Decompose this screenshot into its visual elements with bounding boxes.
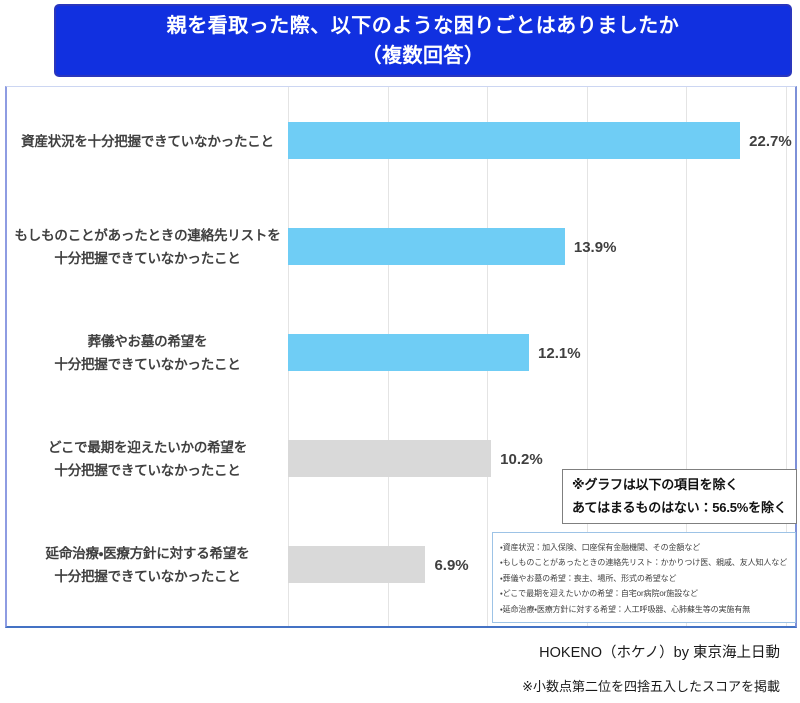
item-definition: ・どこで最期を迎えたいかの希望：自宅or病院or施設など [500, 589, 698, 599]
bar [288, 440, 492, 477]
chart-title-line2: （複数回答） [361, 44, 485, 67]
value-label: 13.9% [573, 238, 617, 256]
gridline [786, 87, 787, 626]
footer-credit: HOKENO（ホケノ）by 東京海上日動 [539, 645, 780, 661]
exclusion-note-line1: ※グラフは以下の項目を除く [572, 477, 739, 492]
bar-row: 葬儀やお墓の希望を 十分把握できていなかったこと 12.1% [7, 300, 795, 406]
item-definition: ・資産状況：加入保険、口座保有金融機関、その金額など [500, 543, 701, 552]
category-label: 延命治療・医療方針に対する希望を 十分把握できていなかったこと [45, 546, 250, 584]
gridline [686, 87, 688, 626]
bar-track: 6.9% [288, 512, 795, 618]
category-label: どこで最期を迎えたいかの希望を 十分把握できていなかったこと [47, 440, 248, 478]
bar-track: 22.7% [288, 88, 795, 194]
bar-row: 資産状況を十分把握できていなかったこと 22.7% [7, 88, 795, 194]
bar [288, 334, 530, 371]
footer: HOKENO（ホケノ）by 東京海上日動 ※小数点第二位を四捨五入したスコアを掲… [522, 641, 780, 695]
footer-score-note: ※小数点第二位を四捨五入したスコアを掲載 [522, 679, 780, 694]
bar [288, 228, 565, 265]
bar-row: 延命治療・医療方針に対する希望を 十分把握できていなかったこと 6.9% [7, 512, 795, 618]
bar-track: 10.2% [288, 406, 795, 512]
value-label: 22.7% [749, 132, 792, 150]
chart-title-line1: 親を看取った際、以下のような困りごとはありましたか [166, 14, 680, 37]
item-definitions-box: ・資産状況：加入保険、口座保有金融機関、その金額など ・もしものことがあったとき… [492, 532, 796, 623]
bar-track: 13.9% [288, 194, 795, 300]
value-label: 10.2% [500, 450, 543, 468]
category-label: 葬儀やお墓の希望を 十分把握できていなかったこと [54, 334, 241, 372]
category-label: 資産状況を十分把握できていなかったこと [21, 133, 274, 149]
category-label: もしものことがあったときの連絡先リストを 十分把握できていなかったこと [14, 228, 281, 266]
value-label: 6.9% [434, 556, 469, 574]
exclusion-note-line2: あてはまるものはない：56.5%を除く [572, 500, 787, 515]
bar-row: どこで最期を迎えたいかの希望を 十分把握できていなかったこと 10.2% [7, 406, 795, 512]
chart-plot-area: 資産状況を十分把握できていなかったこと 22.7% もしものことがあったときの連絡先… [5, 86, 797, 628]
chart-title-banner: 親を看取った際、以下のような困りごとはありましたか （複数回答） [54, 4, 792, 77]
bar-rows: 資産状況を十分把握できていなかったこと 22.7% もしものことがあったときの連絡先… [7, 88, 795, 618]
item-definition: ・もしものことがあったときの連絡先リスト：かかりつけ医、親戚、友人知人など [500, 558, 788, 568]
bar-row: もしものことがあったときの連絡先リストを 十分把握できていなかったこと 13.9% [7, 194, 795, 300]
bar [288, 122, 741, 159]
bar [288, 546, 426, 583]
item-definition: ・延命治療・医療方針に対する希望：人工呼吸器、心肺蘇生等の実施有無 [500, 604, 751, 614]
item-definition: ・葬儀やお墓の希望：喪主、場所、形式の希望など [500, 573, 677, 583]
bar-track: 12.1% [288, 300, 795, 406]
value-label: 12.1% [538, 344, 581, 362]
exclusion-note-box: ※グラフは以下の項目を除く あてはまるものはない：56.5%を除く [562, 469, 797, 524]
gridline [586, 87, 588, 626]
